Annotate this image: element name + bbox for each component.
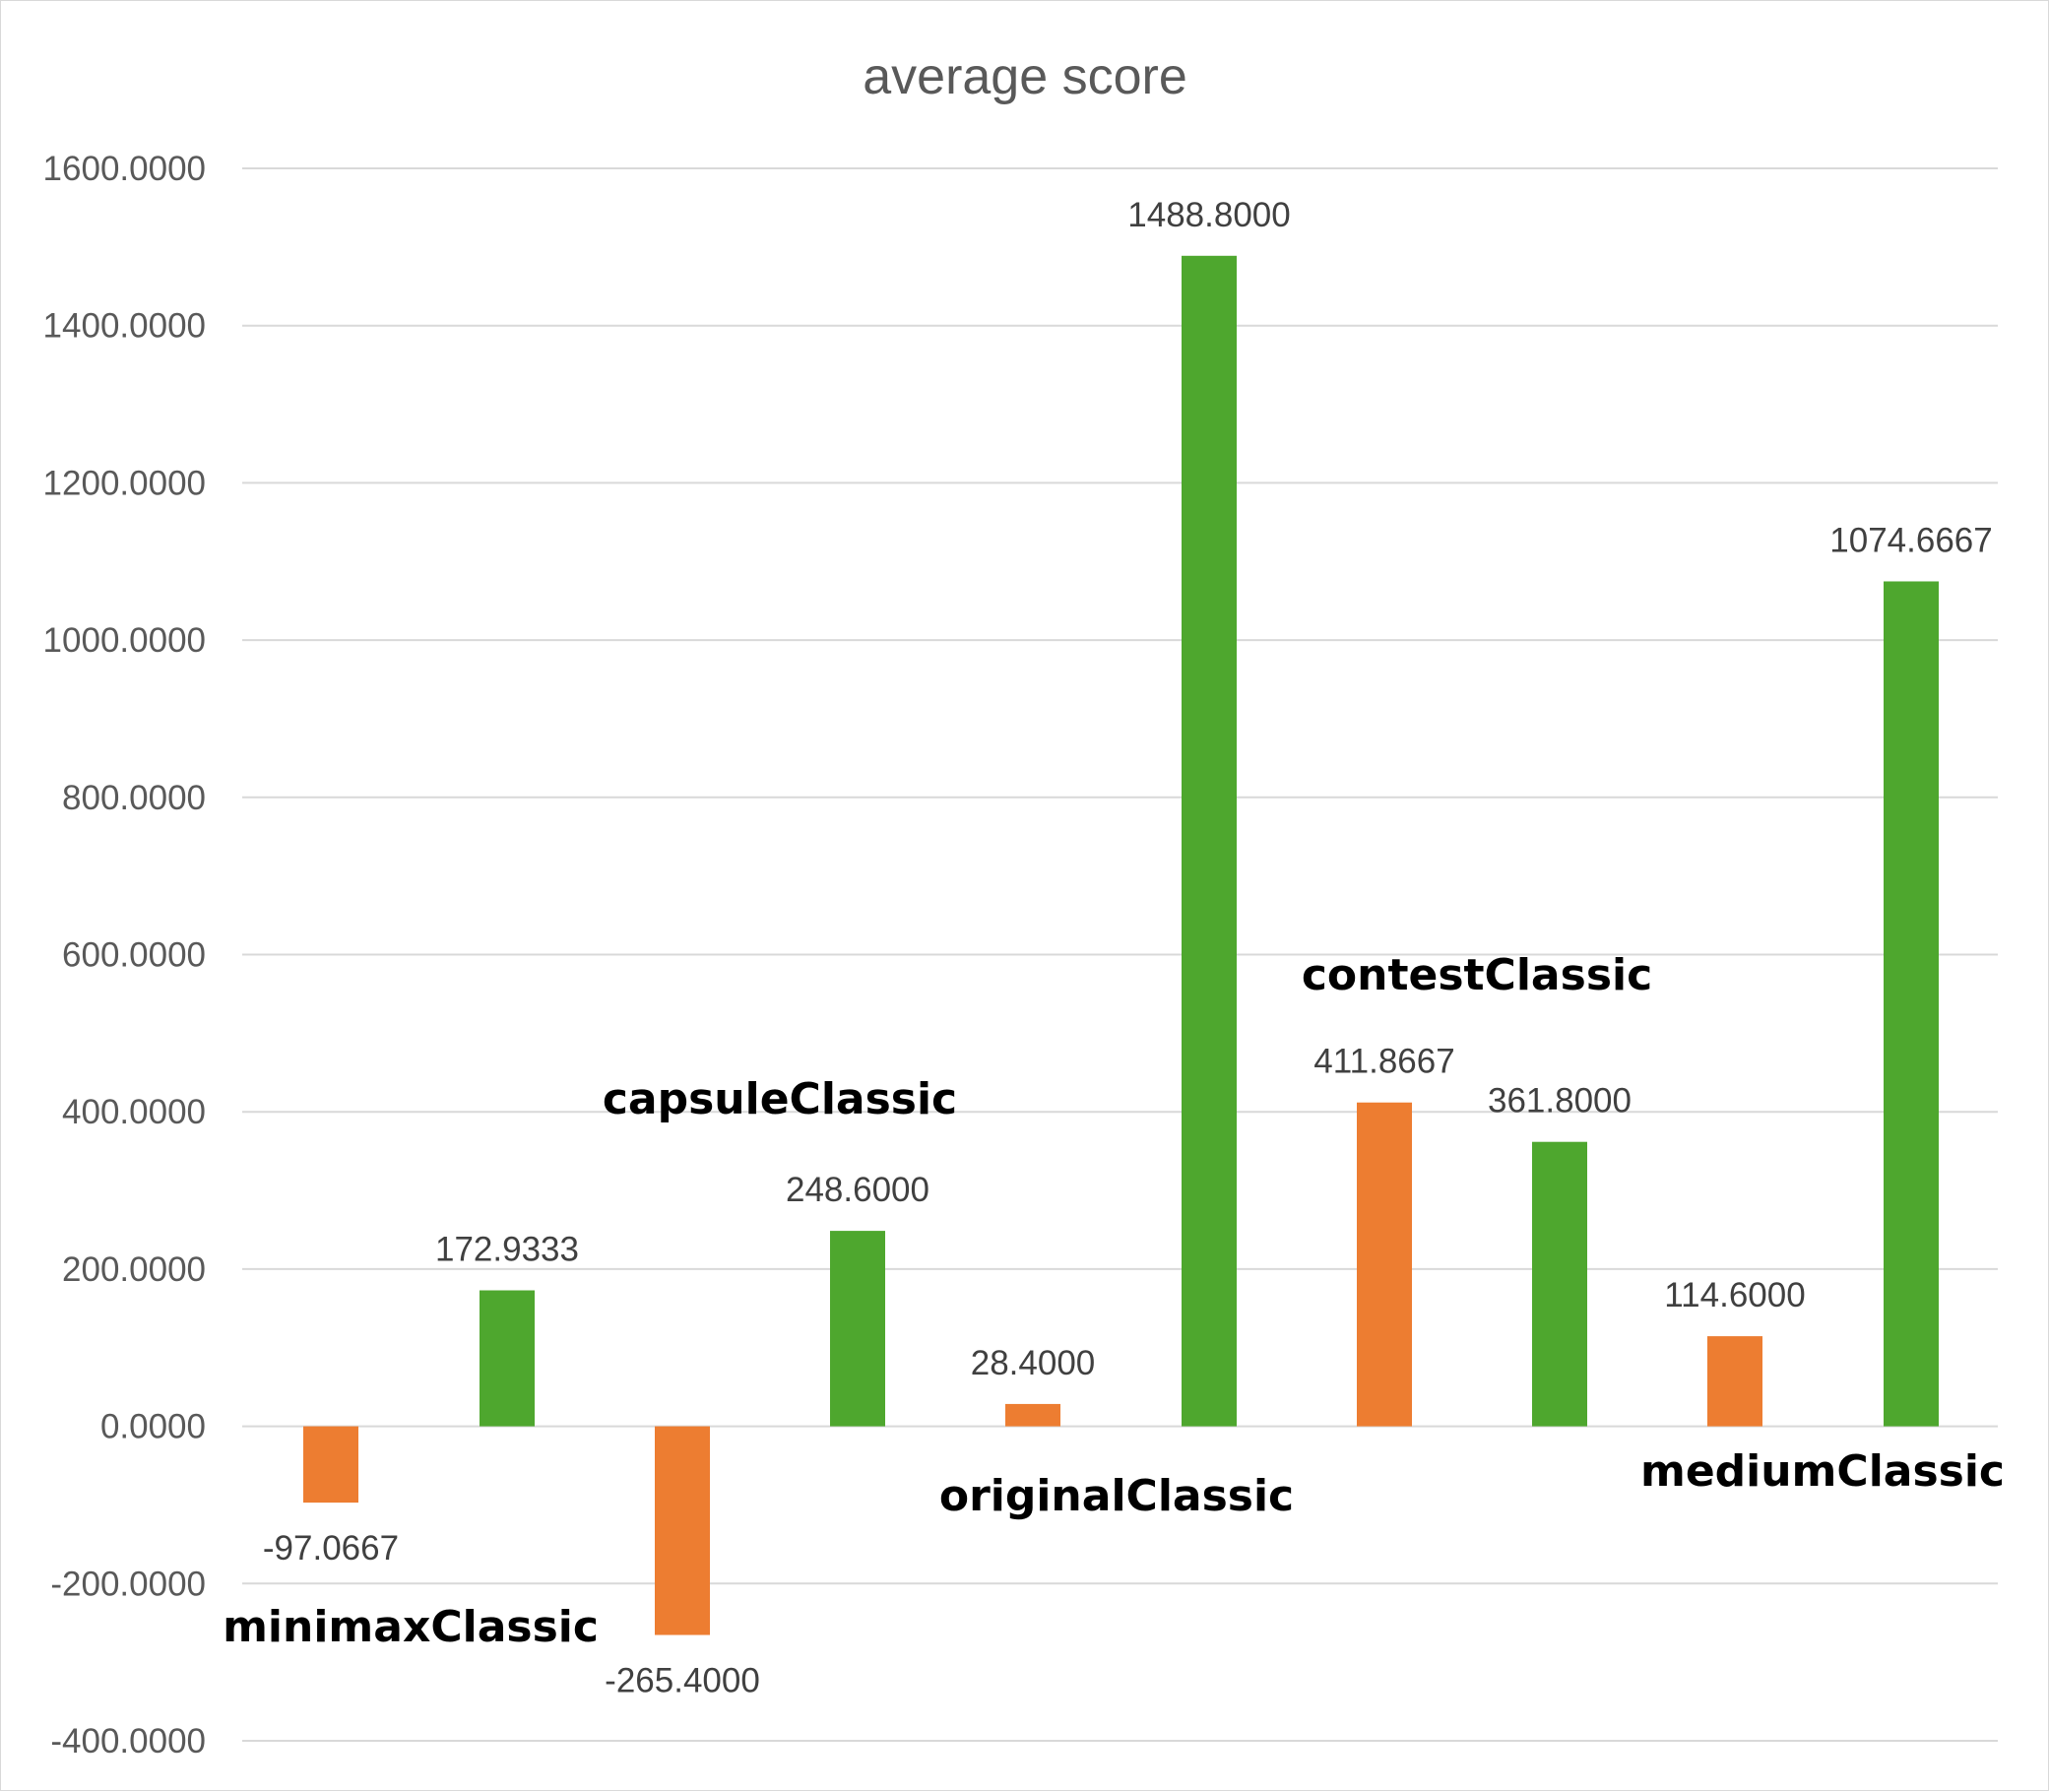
- y-tick-label: 600.0000: [62, 936, 206, 975]
- group-label: mediumClassic: [1640, 1446, 2005, 1497]
- y-tick-label: 1200.0000: [43, 464, 206, 502]
- group-label: capsuleClassic: [603, 1074, 957, 1124]
- group-label: minimaxClassic: [223, 1602, 599, 1652]
- y-tick-label: 1000.0000: [43, 621, 206, 660]
- group-labels: minimaxClassic capsuleClassic originalClas…: [223, 950, 2005, 1652]
- chart-title: average score: [863, 48, 1187, 105]
- data-label: 248.6000: [786, 1171, 929, 1209]
- data-label: -97.0667: [263, 1529, 399, 1568]
- data-label: 172.9333: [435, 1231, 579, 1269]
- y-tick-label: 800.0000: [62, 779, 206, 817]
- data-label: -265.4000: [605, 1662, 760, 1700]
- bar: [1532, 1141, 1587, 1427]
- bar: [1357, 1102, 1412, 1427]
- bar: [303, 1426, 358, 1504]
- grid-lines: [242, 167, 1998, 1742]
- data-label: 411.8667: [1313, 1043, 1454, 1081]
- bar: [1884, 581, 1939, 1427]
- bar: [1005, 1403, 1060, 1427]
- bar: [1182, 255, 1237, 1427]
- y-axis-tick-labels: 1600.0000 1400.0000 1200.0000 1000.0000 800.…: [43, 150, 206, 1760]
- y-tick-label: 0.0000: [100, 1408, 206, 1446]
- y-tick-label: 200.0000: [62, 1250, 206, 1289]
- data-label: 1488.8000: [1127, 196, 1290, 234]
- data-label: 28.4000: [971, 1344, 1096, 1382]
- y-tick-label: 400.0000: [62, 1093, 206, 1131]
- bar: [480, 1290, 535, 1427]
- data-label: 114.6000: [1664, 1276, 1805, 1314]
- y-tick-label: 1600.0000: [43, 150, 206, 188]
- y-tick-label: 1400.0000: [43, 307, 206, 346]
- data-label: 361.8000: [1488, 1082, 1632, 1120]
- bar: [1707, 1336, 1762, 1427]
- bars: [303, 255, 1939, 1635]
- y-tick-label: -200.0000: [50, 1565, 206, 1603]
- group-label: originalClassic: [939, 1471, 1294, 1521]
- bar: [830, 1231, 885, 1427]
- group-label: contestClassic: [1302, 950, 1652, 1000]
- y-tick-label: -400.0000: [50, 1722, 206, 1760]
- data-label: 1074.6667: [1829, 521, 1992, 559]
- data-labels: -97.0667 172.9333 -265.4000 248.6000 28.4000…: [263, 196, 1993, 1700]
- bar: [655, 1426, 710, 1635]
